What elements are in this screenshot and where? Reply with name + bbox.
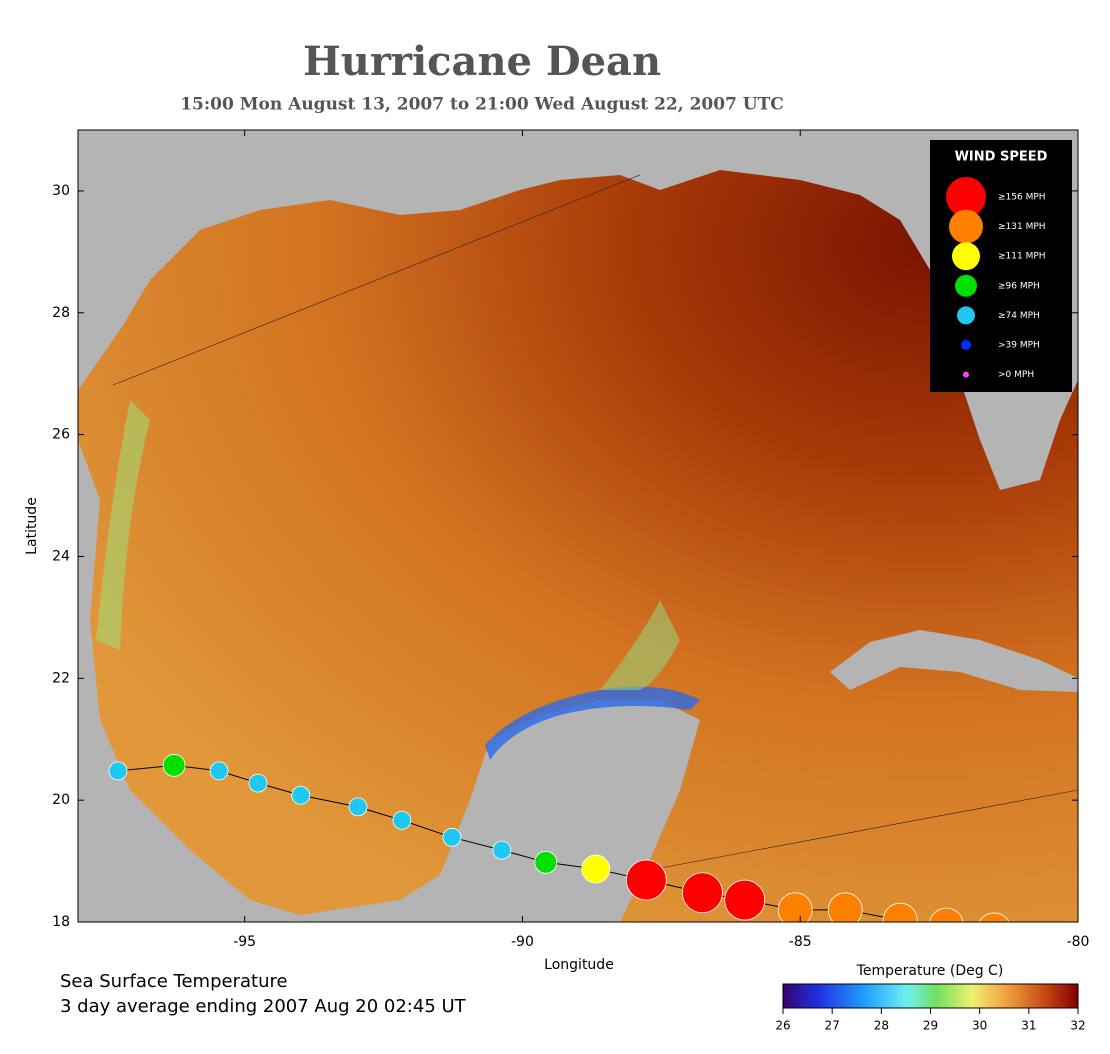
y-tick-label: 18 [52, 914, 70, 930]
boundary [112, 174, 641, 386]
legend-label: ≥74 MPH [998, 311, 1040, 321]
track-point [929, 907, 964, 922]
track-point [291, 785, 311, 805]
y-tick-label: 26 [52, 427, 70, 443]
colorbar-tick-label: 27 [825, 1019, 840, 1033]
colorbar-tick-label: 28 [874, 1019, 889, 1033]
y-tick-label: 22 [52, 670, 70, 686]
track-point [581, 854, 611, 884]
track-point [777, 892, 813, 922]
boundary [649, 789, 1078, 871]
legend-title: WIND SPEED [955, 150, 1048, 165]
x-tick-label: -95 [233, 934, 256, 950]
legend-label: ≥156 MPH [998, 193, 1046, 203]
legend-marker [952, 242, 980, 271]
x-tick-label: -85 [789, 934, 812, 950]
legend-box [930, 140, 1072, 392]
track [108, 754, 1010, 922]
legend-marker [957, 306, 975, 325]
cool-water [600, 600, 680, 690]
track-point [882, 902, 918, 922]
track-point [162, 754, 186, 777]
caption: Sea Surface Temperature [60, 971, 288, 992]
colorbar-tick-label: 31 [1021, 1019, 1036, 1033]
track-point [348, 797, 368, 817]
legend-marker [963, 371, 969, 378]
y-tick-label: 30 [52, 183, 70, 199]
title: Hurricane Dean [303, 38, 661, 85]
y-tick-label: 24 [52, 548, 70, 564]
caption: 3 day average ending 2007 Aug 20 02:45 U… [60, 996, 467, 1017]
x-tick-label: -90 [511, 934, 534, 950]
upwelling [485, 686, 700, 760]
legend-marker [955, 274, 977, 297]
colorbar-tick-label: 26 [775, 1019, 790, 1033]
track-point [108, 761, 128, 781]
track-point [724, 879, 766, 921]
track-point [978, 912, 1010, 922]
track-point [392, 810, 412, 830]
map [78, 130, 1078, 922]
plot-frame [77, 129, 1079, 923]
legend-marker [949, 209, 983, 244]
legend-label: ≥131 MPH [998, 222, 1046, 232]
colorbar [782, 983, 1079, 1009]
track-point [534, 850, 558, 874]
track-point [248, 773, 268, 793]
legend-label: >0 MPH [998, 370, 1034, 380]
x-tick-label: -80 [1067, 934, 1090, 950]
track-point [209, 761, 229, 781]
colorbar-title: Temperature (Deg C) [856, 963, 1004, 979]
subtitle: 15:00 Mon August 13, 2007 to 21:00 Wed A… [180, 95, 784, 115]
colorbar-tick-label: 32 [1070, 1019, 1085, 1033]
colorbar-tick-label: 30 [972, 1019, 987, 1033]
track-point [442, 827, 462, 847]
legend-label: >39 MPH [998, 341, 1040, 351]
y-axis-label: Latitude [24, 497, 40, 555]
track-point [492, 840, 512, 860]
legend-marker [961, 340, 971, 350]
legend-label: ≥111 MPH [998, 252, 1046, 262]
cuba [830, 630, 1078, 692]
colorbar-tick-label: 29 [923, 1019, 938, 1033]
track-point [625, 859, 667, 901]
sea [78, 170, 1078, 922]
cool-water [96, 400, 150, 650]
y-tick-label: 20 [52, 792, 70, 808]
legend-label: ≥96 MPH [998, 281, 1040, 291]
y-tick-label: 28 [52, 305, 70, 321]
track-point [682, 872, 723, 914]
track-point [827, 892, 863, 922]
legend-marker [946, 177, 986, 217]
x-axis-label: Longitude [544, 957, 614, 973]
